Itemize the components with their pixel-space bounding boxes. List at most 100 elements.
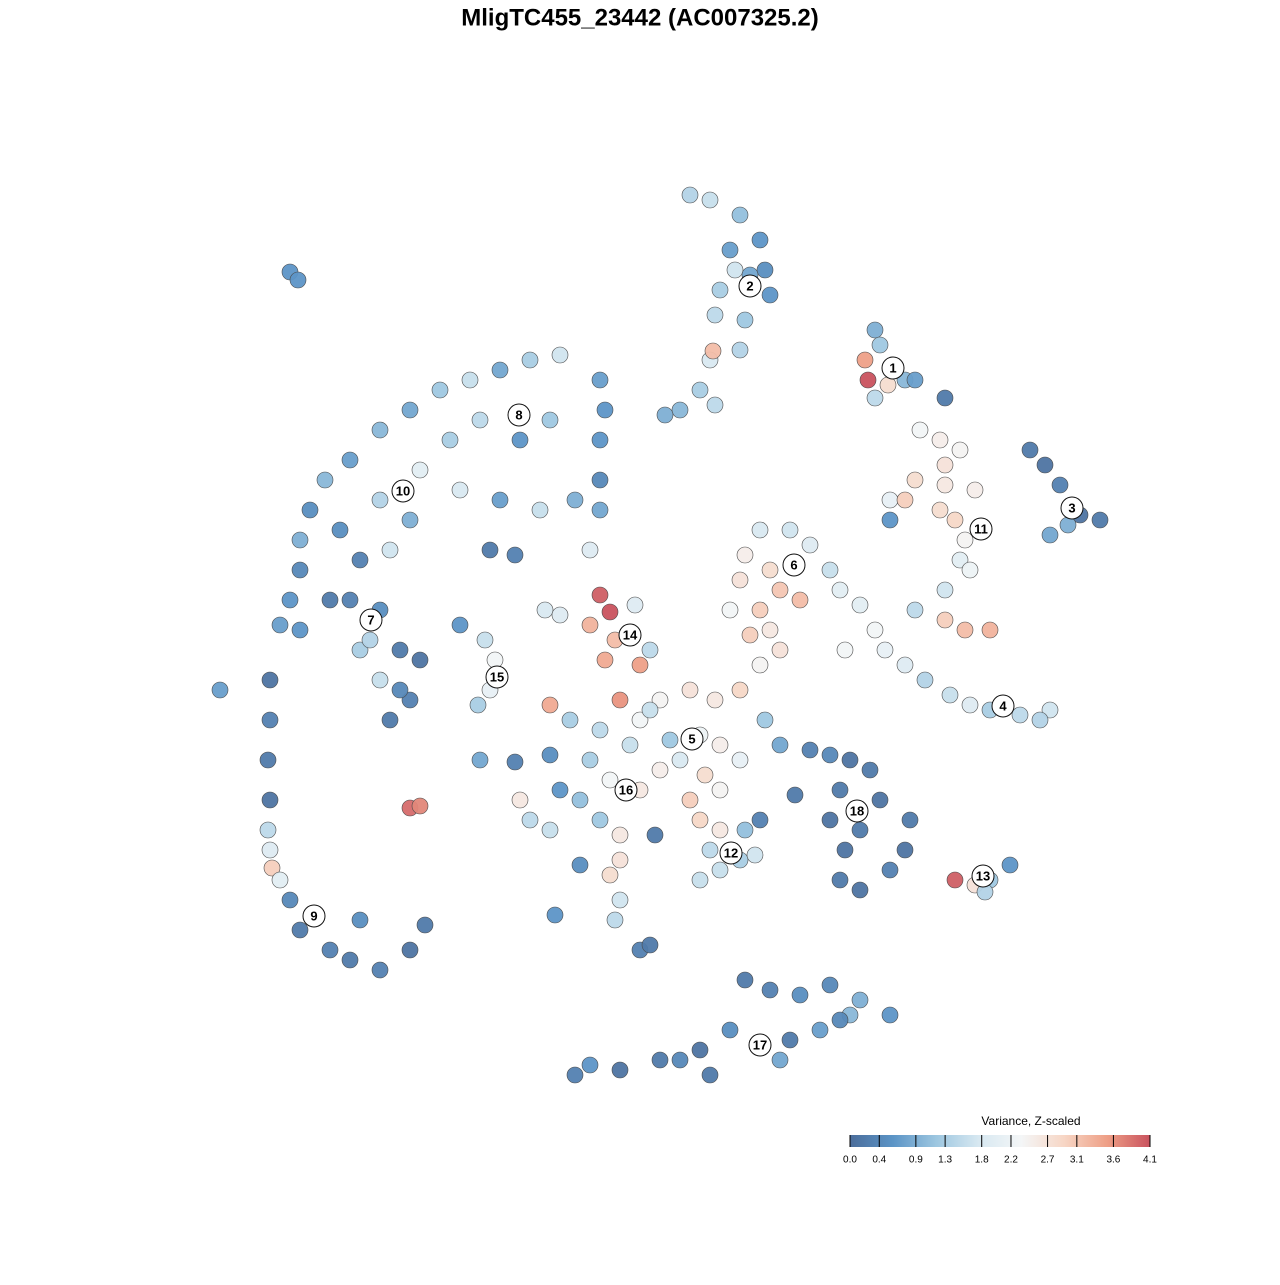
- point: [671, 1051, 689, 1069]
- cluster-label: 1: [889, 360, 896, 375]
- point: [946, 511, 964, 529]
- cluster-label: 14: [623, 627, 638, 642]
- point: [731, 681, 749, 699]
- point: [259, 751, 277, 769]
- point: [831, 581, 849, 599]
- point: [401, 401, 419, 419]
- point: [481, 541, 499, 559]
- point: [821, 746, 839, 764]
- point: [351, 641, 369, 659]
- point: [871, 791, 889, 809]
- point: [631, 656, 649, 674]
- point: [881, 491, 899, 509]
- point: [351, 551, 369, 569]
- cluster-label: 16: [619, 782, 633, 797]
- point: [271, 616, 289, 634]
- point: [771, 641, 789, 659]
- point: [951, 551, 969, 569]
- point: [961, 696, 979, 714]
- cluster-badge: [738, 274, 762, 298]
- point: [691, 381, 709, 399]
- point: [581, 1056, 599, 1074]
- point: [911, 421, 929, 439]
- point: [571, 856, 589, 874]
- point: [469, 696, 487, 714]
- cluster-badge: [680, 727, 704, 751]
- point: [701, 841, 719, 859]
- point: [681, 791, 699, 809]
- point: [1041, 526, 1059, 544]
- point: [301, 501, 319, 519]
- point: [451, 616, 469, 634]
- point: [731, 206, 749, 224]
- point: [966, 481, 984, 499]
- point: [871, 336, 889, 354]
- point: [341, 951, 359, 969]
- point: [831, 1011, 849, 1029]
- point: [511, 791, 529, 809]
- point: [571, 791, 589, 809]
- point: [931, 431, 949, 449]
- point: [536, 601, 554, 619]
- colorbar-tick-label: 1.3: [938, 1155, 952, 1166]
- colorbar-tick-label: 3.6: [1106, 1155, 1120, 1166]
- point: [931, 501, 949, 519]
- cluster-label: 17: [753, 1037, 767, 1052]
- point: [541, 696, 559, 714]
- point: [761, 561, 779, 579]
- point: [1021, 441, 1039, 459]
- point: [771, 736, 789, 754]
- point: [1031, 711, 1049, 729]
- point: [506, 546, 524, 564]
- point: [371, 421, 389, 439]
- point: [751, 601, 769, 619]
- point: [786, 786, 804, 804]
- point: [521, 811, 539, 829]
- cluster-badge: [302, 904, 326, 928]
- cluster-badge: [391, 479, 415, 503]
- point: [781, 1031, 799, 1049]
- point: [751, 231, 769, 249]
- point: [289, 271, 307, 289]
- point: [671, 401, 689, 419]
- point: [291, 921, 309, 939]
- point: [916, 671, 934, 689]
- point: [591, 431, 609, 449]
- point: [291, 561, 309, 579]
- point: [316, 471, 334, 489]
- point: [726, 261, 744, 279]
- point: [341, 591, 359, 609]
- point: [566, 1066, 584, 1084]
- point: [451, 481, 469, 499]
- point: [761, 286, 779, 304]
- point: [391, 681, 409, 699]
- point: [936, 611, 954, 629]
- point: [416, 916, 434, 934]
- point: [781, 521, 799, 539]
- point: [566, 491, 584, 509]
- point: [941, 686, 959, 704]
- point: [771, 581, 789, 599]
- colorbar-title: Variance, Z-scaled: [981, 1114, 1080, 1128]
- point: [431, 381, 449, 399]
- cluster-label: 5: [688, 731, 695, 746]
- cluster-badge: [359, 608, 383, 632]
- point: [641, 701, 659, 719]
- point: [936, 456, 954, 474]
- cluster-badge: [719, 841, 743, 865]
- point: [706, 306, 724, 324]
- cluster-badge: [618, 623, 642, 647]
- point: [691, 811, 709, 829]
- point: [411, 461, 429, 479]
- point: [476, 631, 494, 649]
- point: [951, 441, 969, 459]
- point: [441, 431, 459, 449]
- point: [706, 396, 724, 414]
- point: [881, 1006, 899, 1024]
- point: [401, 691, 419, 709]
- point: [841, 751, 859, 769]
- point: [741, 626, 759, 644]
- point: [801, 741, 819, 759]
- point: [866, 621, 884, 639]
- point: [836, 841, 854, 859]
